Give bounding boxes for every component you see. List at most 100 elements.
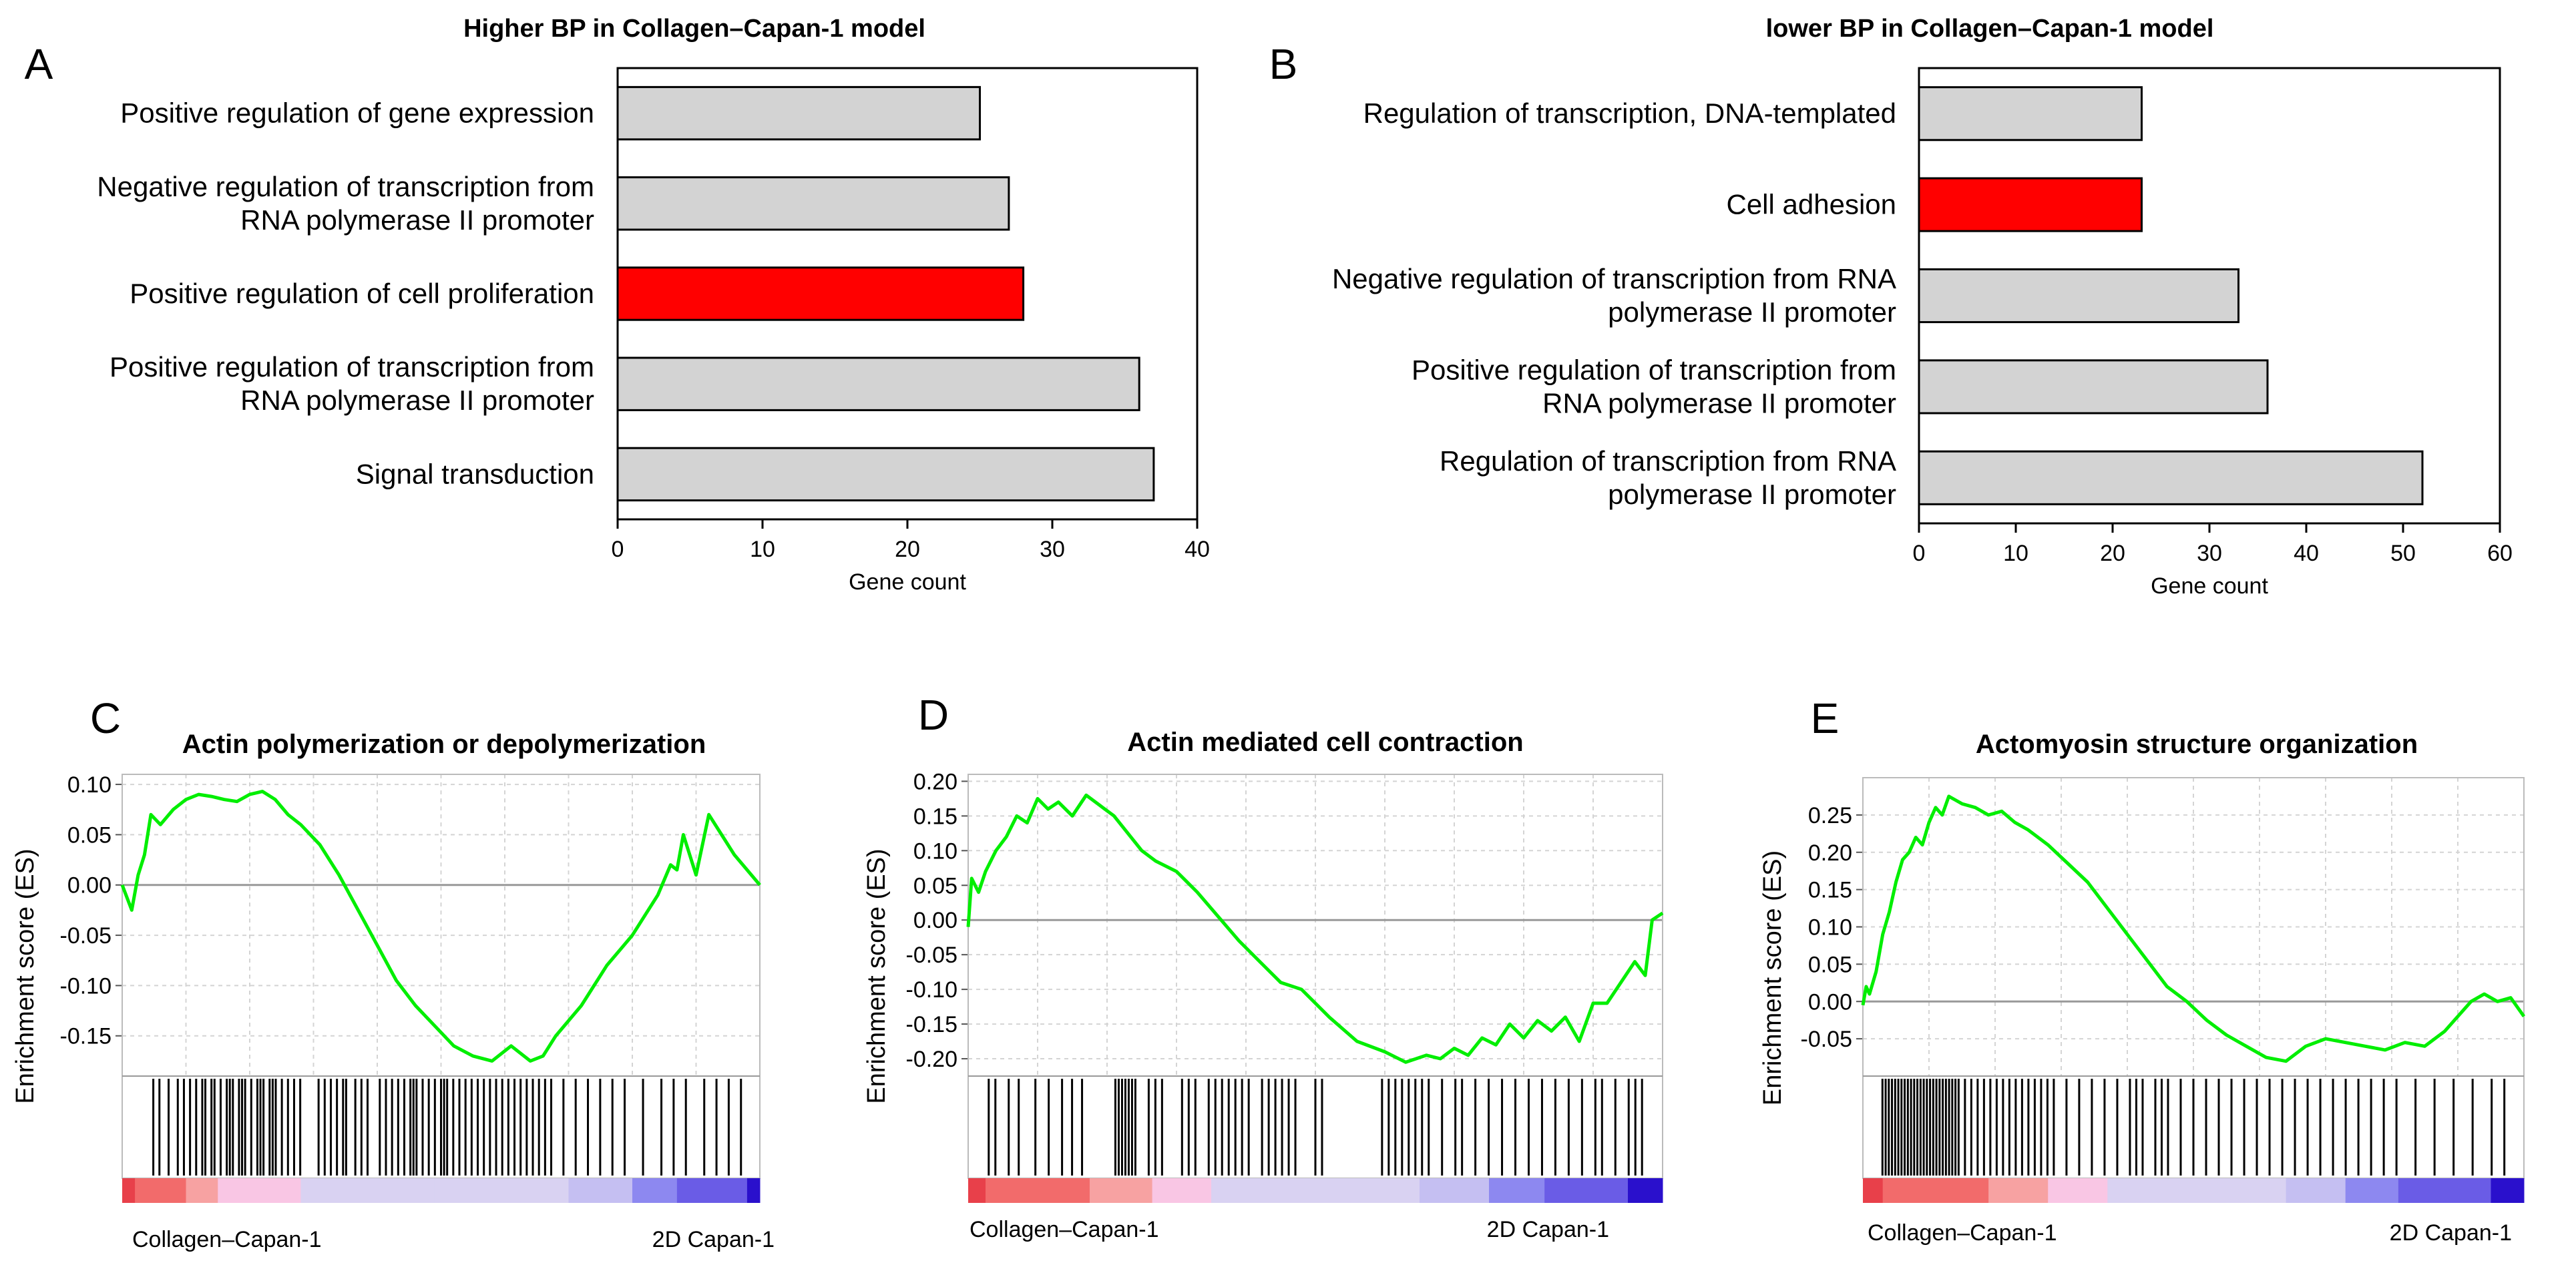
- gradient-segment-c-2: [135, 1178, 186, 1203]
- x-tick-label-a-40: 40: [1185, 537, 1210, 562]
- category-label-b-2: Cell adhesion: [1726, 189, 1896, 220]
- gradient-segment-e-8: [2345, 1178, 2399, 1203]
- category-label-b-4: Positive regulation of transcription fro…: [1412, 354, 1896, 419]
- category-label-a-5: Signal transduction: [356, 458, 594, 489]
- gradient-left-label-d: Collagen–Capan-1: [970, 1217, 1159, 1242]
- bar-b-1: [1918, 86, 2143, 142]
- gradient-right-label-d: 2D Capan-1: [1487, 1217, 1609, 1242]
- x-tick-label-a-30: 30: [1040, 537, 1065, 562]
- gradient-segment-c-6: [434, 1178, 569, 1203]
- y-tick-label-d-8: 0.20: [913, 769, 957, 794]
- y-tick-label-c-5: 0.10: [67, 772, 112, 798]
- x-tick-label-b-0: 0: [1913, 541, 1926, 566]
- y-tick-label-e-2: 0.05: [1808, 952, 1852, 977]
- y-tick-label-d-6: 0.10: [913, 838, 957, 864]
- panel-letter-b: B: [1269, 40, 1298, 88]
- gradient-segment-d-4: [1152, 1178, 1212, 1203]
- y-tick-label-d-0: -0.20: [906, 1047, 958, 1072]
- es-curve-d: [966, 793, 1664, 1064]
- category-label-b-1: Regulation of transcription, DNA-templat…: [1363, 97, 1896, 129]
- es-curve-e: [1861, 794, 2526, 1063]
- chart-title-d: Actin mediated cell contraction: [1127, 728, 1523, 757]
- y-tick-label-d-1: -0.15: [906, 1012, 958, 1037]
- gradient-segment-d-6: [1322, 1178, 1420, 1203]
- chart-title-e: Actomyosin structure organization: [1976, 730, 2418, 759]
- x-tick-label-a-0: 0: [612, 537, 624, 562]
- chart-title-b: lower BP in Collagen–Capan-1 model: [1766, 15, 2214, 43]
- category-label-a-2: Negative regulation of transcription fro…: [97, 171, 594, 236]
- gradient-segment-c-3: [186, 1178, 218, 1203]
- y-tick-label-c-2: -0.05: [60, 923, 112, 949]
- y-tick-label-d-7: 0.15: [913, 804, 957, 829]
- y-tick-label-e-0: -0.05: [1801, 1027, 1853, 1052]
- gradient-right-label-e: 2D Capan-1: [2390, 1220, 2512, 1246]
- x-tick-label-b-40: 40: [2294, 541, 2319, 566]
- x-tick-label-a-10: 10: [750, 537, 775, 562]
- y-tick-label-c-3: 0.00: [67, 873, 112, 899]
- gradient-segment-d-5: [1211, 1178, 1323, 1203]
- y-tick-label-d-4: 0.00: [913, 908, 957, 933]
- gradient-segment-c-9: [676, 1178, 748, 1203]
- category-label-b-5: Regulation of transcription from RNA poly…: [1440, 445, 1896, 510]
- bar-a-1: [616, 85, 981, 141]
- category-label-b-3: Negative regulation of transcription fro…: [1332, 263, 1896, 328]
- x-tick-label-a-20: 20: [895, 537, 920, 562]
- gradient-segment-e-1: [1863, 1178, 1884, 1203]
- gradient-segment-e-7: [2286, 1178, 2346, 1203]
- gradient-segment-e-4: [2048, 1178, 2108, 1203]
- bar-a-2: [616, 176, 1010, 231]
- gradient-segment-d-8: [1489, 1178, 1545, 1203]
- gradient-segment-c-7: [568, 1178, 633, 1203]
- y-tick-label-d-3: -0.05: [906, 943, 958, 968]
- gradient-segment-d-3: [1090, 1178, 1153, 1203]
- x-axis-label-b: Gene count: [2151, 573, 2268, 599]
- gradient-segment-e-10: [2491, 1178, 2525, 1203]
- x-axis-label-a: Gene count: [849, 569, 966, 595]
- y-axis-label-e: Enrichment score (ES): [1759, 850, 1787, 1105]
- x-tick-label-b-10: 10: [2003, 541, 2028, 566]
- bar-a-5: [616, 447, 1155, 502]
- gradient-segment-d-1: [968, 1178, 986, 1203]
- gradient-right-label-c: 2D Capan-1: [652, 1227, 775, 1252]
- bar-b-3: [1918, 268, 2239, 324]
- y-tick-label-d-5: 0.05: [913, 873, 957, 899]
- chart-title-c: Actin polymerization or depolymerization: [182, 730, 706, 759]
- category-label-a-3: Positive regulation of cell proliferatio…: [130, 278, 594, 309]
- panel-letter-e: E: [1811, 694, 1840, 742]
- y-tick-label-c-1: -0.10: [60, 973, 112, 999]
- gradient-left-label-e: Collagen–Capan-1: [1868, 1220, 2057, 1246]
- bar-a-3: [616, 266, 1025, 321]
- y-tick-label-e-5: 0.20: [1808, 840, 1852, 866]
- y-axis-label-c: Enrichment score (ES): [11, 848, 39, 1103]
- y-tick-label-d-2: -0.10: [906, 977, 958, 1003]
- gradient-left-label-c: Collagen–Capan-1: [132, 1227, 322, 1252]
- gradient-segment-d-10: [1628, 1178, 1663, 1203]
- panel-letter-d: D: [918, 691, 949, 739]
- gradient-segment-c-5: [300, 1178, 435, 1203]
- y-tick-label-e-3: 0.10: [1808, 915, 1852, 941]
- gradient-segment-d-9: [1544, 1178, 1629, 1203]
- gradient-segment-c-10: [746, 1178, 761, 1203]
- gradient-segment-e-9: [2398, 1178, 2491, 1203]
- y-tick-label-e-6: 0.25: [1808, 803, 1852, 828]
- gradient-segment-d-2: [986, 1178, 1090, 1203]
- y-tick-label-e-4: 0.15: [1808, 878, 1852, 903]
- chart-title-a: Higher BP in Collagen–Capan-1 model: [463, 15, 925, 43]
- gradient-segment-e-3: [1988, 1178, 2049, 1203]
- bar-b-5: [1918, 450, 2424, 505]
- gradient-segment-c-8: [632, 1178, 678, 1203]
- gradient-segment-e-6: [2199, 1178, 2287, 1203]
- x-tick-label-b-30: 30: [2197, 541, 2222, 566]
- gradient-segment-e-2: [1882, 1178, 1989, 1203]
- gradient-segment-d-7: [1420, 1178, 1490, 1203]
- panel-letter-a: A: [25, 40, 53, 88]
- y-tick-label-c-0: -0.15: [60, 1024, 112, 1049]
- y-tick-label-e-1: 0.00: [1808, 989, 1852, 1015]
- bar-a-4: [616, 356, 1140, 411]
- x-tick-label-b-20: 20: [2100, 541, 2125, 566]
- y-axis-label-d: Enrichment score (ES): [863, 848, 891, 1103]
- category-label-a-4: Positive regulation of transcription fro…: [110, 351, 594, 416]
- x-tick-label-b-60: 60: [2487, 541, 2513, 566]
- gradient-segment-c-1: [122, 1178, 136, 1203]
